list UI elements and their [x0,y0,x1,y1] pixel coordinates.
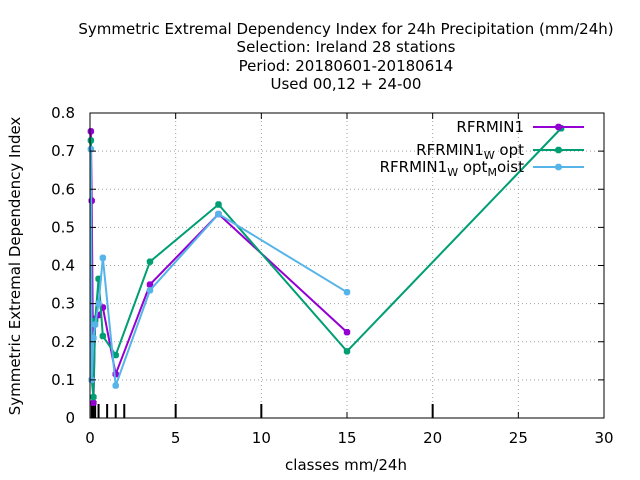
legend-label: RFRMIN1 [456,118,524,136]
x-tick-label: 15 [337,429,356,447]
series-point [215,201,222,208]
y-tick-label: 0.3 [51,295,75,313]
series-point [146,281,154,288]
legend-swatch-marker [555,163,562,171]
series-point [99,332,107,340]
legend-swatch-marker [555,123,562,131]
y-axis-label: Symmetric Extremal Dependency Index [6,117,24,416]
x-tick-label: 20 [423,429,442,447]
chart-title-line-4: Used 00,12 + 24-00 [271,75,422,93]
series-point [343,348,351,355]
series-line [89,131,348,403]
y-tick-label: 0.8 [51,104,75,122]
class-marker-ticks [90,404,434,418]
chart-title-line-2: Selection: Ireland 28 stations [237,38,456,56]
series-1 [87,128,351,406]
y-axis-tick-labels: 0 0.1 0.2 0.3 0.4 0.5 0.6 0.7 0.8 [51,104,75,427]
y-tick-label: 0.1 [51,371,75,389]
chart-title-line-3: Period: 20180601-20180614 [239,57,454,75]
x-tick-label: 30 [594,429,613,447]
series-point [90,393,97,401]
y-tick-label: 0.6 [51,180,75,198]
x-tick-label: 0 [85,429,95,447]
axis-ticks [89,112,605,419]
x-axis-label: classes mm/24h [285,456,407,474]
x-axis-tick-labels: 0 5 10 15 20 25 30 [85,429,613,447]
series-point [146,287,154,294]
series-point [95,300,102,307]
series-point [343,329,351,336]
y-tick-label: 0 [65,409,75,427]
series-point [87,128,95,135]
chart-title-line-1: Symmetric Extremal Dependency Index for … [78,20,613,38]
series-point [343,288,351,296]
x-tick-label: 10 [252,429,271,447]
legend-swatch-marker [555,146,562,154]
series-point [91,321,99,328]
chart-title: Symmetric Extremal Dependency Index for … [78,20,613,93]
x-tick-label: 5 [171,429,181,447]
series-point [90,399,97,406]
series-point [112,382,119,389]
y-tick-label: 0.4 [51,257,75,275]
series-point [146,258,154,265]
y-tick-label: 0.7 [51,142,75,160]
series-point [112,351,119,359]
series-3 [87,146,351,389]
series-point [215,210,222,218]
x-tick-label: 25 [509,429,528,447]
series-point [87,137,95,144]
series-line [89,149,348,386]
legend-label: RFRMIN1W optMoist [380,158,525,179]
y-tick-label: 0.5 [51,218,75,236]
legend-label: RFRMIN1W opt [416,141,524,162]
grid-lines [90,113,604,418]
series-point [90,334,97,342]
series-point [99,254,107,262]
y-tick-label: 0.2 [51,333,75,351]
